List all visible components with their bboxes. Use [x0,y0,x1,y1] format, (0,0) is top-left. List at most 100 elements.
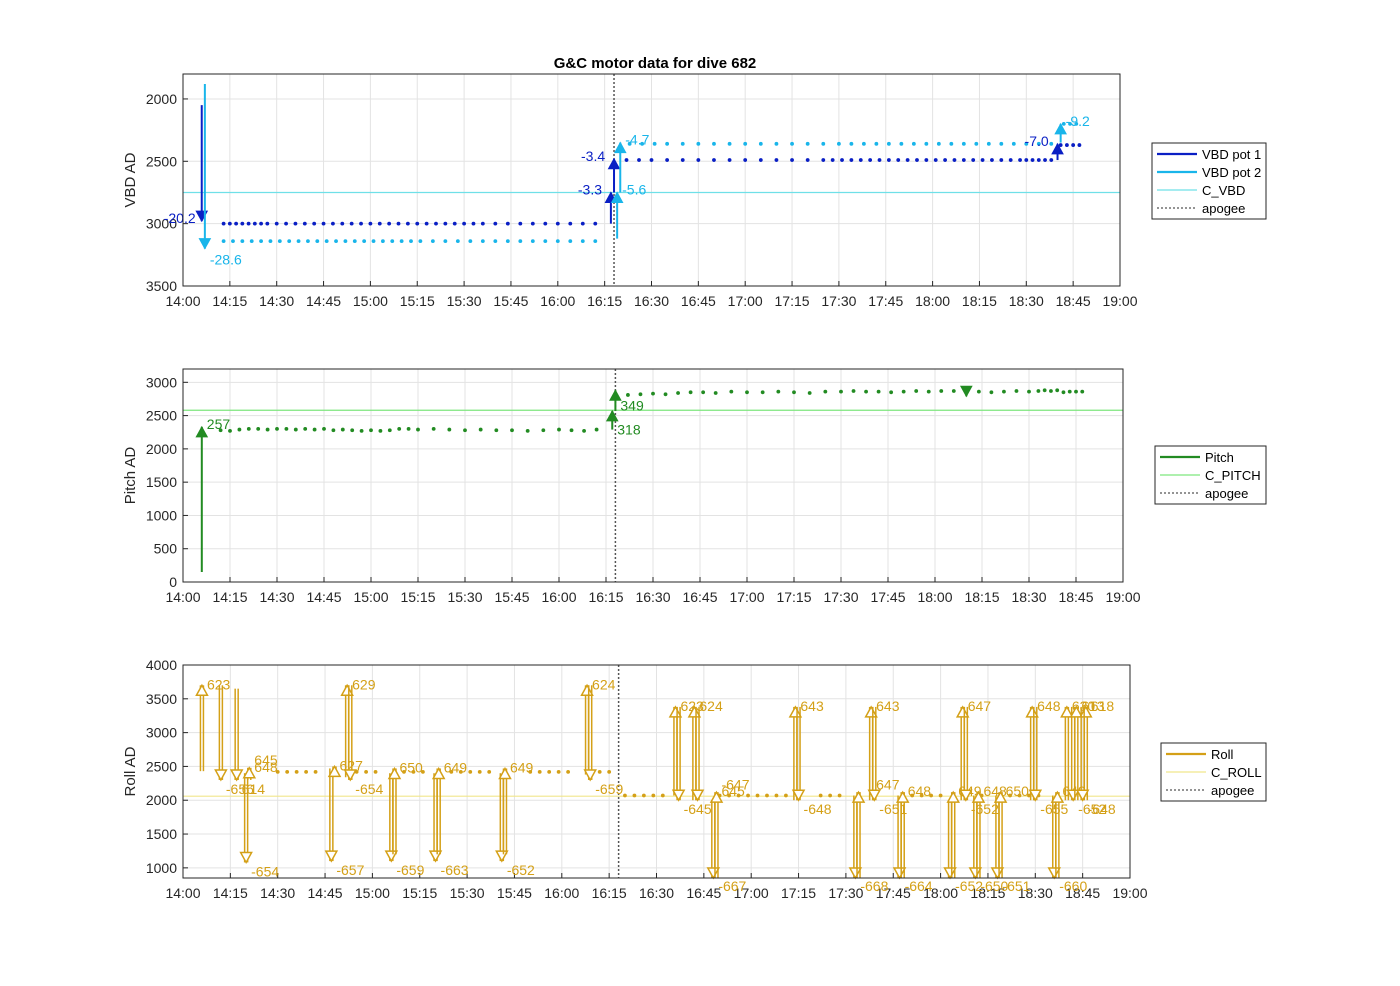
data-point [919,793,924,798]
event-arrowhead [788,705,803,718]
data-point [765,793,769,798]
data-point [415,221,420,226]
event-label: -9.2 [1066,113,1090,129]
event-arrowhead [1047,867,1062,880]
data-point [1036,141,1041,146]
event-arrowhead [229,769,244,782]
event-label: 647 [876,777,900,793]
data-point [555,221,560,226]
data-point [1024,141,1029,146]
data-point [350,428,355,433]
data-point [597,769,602,774]
event-arrowhead [384,850,399,863]
data-point [758,141,763,146]
data-point [380,239,385,244]
data-point [218,428,223,433]
data-point [566,769,571,774]
event-label: -668 [860,878,888,894]
data-point [582,429,586,433]
data-point [688,390,693,395]
data-point [468,769,473,774]
data-point [256,427,261,431]
data-point [443,239,448,244]
data-point [951,389,956,393]
y-tick-label: 2500 [146,153,177,169]
data-point [505,239,510,244]
event-label: 647 [968,698,992,714]
data-point [321,221,326,226]
event-arrowhead [867,789,882,802]
data-point [1074,389,1078,394]
data-point [331,428,336,433]
event-arrowhead [607,157,621,170]
data-point [823,389,828,394]
data-point [537,769,542,774]
x-tick-label: 17:00 [734,885,769,901]
data-point [324,239,329,244]
data-point [568,239,573,244]
data-point [790,158,794,162]
event-arrowhead [498,766,512,780]
event-arrowhead [1051,142,1064,155]
data-point [343,239,348,244]
event-arrowhead [198,238,212,250]
data-point [246,221,251,226]
data-point [396,221,401,226]
data-point [729,389,734,394]
x-tick-label: 14:00 [165,885,200,901]
y-tick-label: 1000 [146,860,177,876]
event-arrowhead [1028,789,1043,802]
x-tick-label: 15:15 [400,293,435,309]
data-point [901,389,906,394]
data-point [936,141,941,146]
data-point [743,158,748,162]
x-tick-label: 14:15 [212,293,247,309]
event-label: -652 [1078,801,1106,817]
data-point [774,793,779,798]
event-label: 645 [254,752,278,768]
event-arrowhead [848,867,863,880]
data-point [712,141,716,146]
x-tick-label: 16:15 [588,589,623,605]
data-point [830,158,835,162]
x-tick-label: 16:00 [541,589,576,605]
event-label: -667 [718,878,746,894]
data-point [455,239,460,244]
data-point [304,769,309,774]
data-point [976,389,981,394]
event-label: -7.0 [1025,133,1049,149]
y-tick-label: 3000 [146,374,177,390]
event-arrowhead [959,385,973,398]
data-point [1014,389,1019,393]
x-tick-label: 18:30 [1011,589,1046,605]
y-tick-label: 2500 [146,408,177,424]
data-point [874,141,879,146]
event-label: 623 [207,676,231,692]
data-point [911,141,916,146]
event-label: -659 [595,781,623,797]
data-point [746,793,750,798]
data-point [378,429,383,433]
x-tick-label: 15:45 [497,885,532,901]
data-point [364,769,368,774]
data-point [663,392,668,397]
data-point [387,428,392,433]
data-point [480,221,485,226]
x-tick-label: 15:15 [400,589,435,605]
data-point [1077,143,1082,147]
y-tick-label: 3000 [146,725,177,741]
x-tick-label: 16:15 [587,293,622,309]
data-point [837,793,842,798]
y-axis-label: Roll AD [122,746,139,796]
event-label: 618 [1091,698,1115,714]
y-tick-label: 1500 [146,474,177,490]
event-label: -648 [1088,801,1116,817]
event-arrowhead [242,766,257,779]
x-tick-label: 17:30 [828,885,863,901]
data-point [851,389,856,393]
data-point [745,390,749,395]
data-point [1061,121,1066,126]
data-point [792,390,796,395]
data-point [701,390,706,395]
